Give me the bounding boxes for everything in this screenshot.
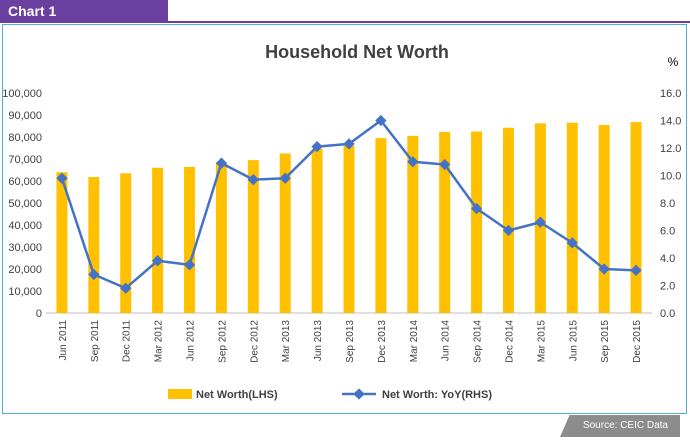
point-net-worth-yoy bbox=[630, 264, 642, 277]
x-tick-label: Sep 2014 bbox=[473, 320, 484, 363]
point-net-worth-yoy bbox=[311, 140, 323, 153]
legend-label-bars: Net Worth(LHS) bbox=[196, 389, 278, 401]
point-net-worth-yoy bbox=[534, 216, 547, 228]
bar-net-worth bbox=[375, 138, 387, 313]
x-tick-label: Dec 2015 bbox=[632, 320, 643, 363]
bars-layer bbox=[56, 122, 642, 314]
x-tick-label: Sep 2015 bbox=[600, 320, 611, 363]
point-net-worth-yoy bbox=[566, 237, 578, 249]
legend-label-line: Net Worth: YoY(RHS) bbox=[382, 389, 492, 401]
left-tick-label: 80,000 bbox=[8, 132, 42, 144]
bar-net-worth bbox=[502, 127, 514, 313]
point-net-worth-yoy bbox=[502, 224, 515, 237]
point-net-worth-yoy bbox=[439, 158, 451, 171]
x-tick-label: Dec 2012 bbox=[249, 320, 260, 363]
left-tick-label: 20,000 bbox=[8, 264, 42, 276]
point-net-worth-yoy bbox=[56, 172, 68, 184]
legend: Net Worth(LHS) Net Worth: YoY(RHS) bbox=[168, 388, 492, 401]
chart-tag: Chart 1 bbox=[0, 0, 168, 22]
right-tick-label: 6.0 bbox=[660, 226, 675, 238]
bar-net-worth bbox=[439, 131, 451, 313]
x-tick-label: Sep 2013 bbox=[345, 320, 356, 363]
x-tick-label: Jun 2014 bbox=[441, 320, 452, 362]
right-tick-label: 8.0 bbox=[660, 198, 675, 210]
x-tick-label: Jun 2011 bbox=[58, 320, 69, 361]
right-tick-label: 4.0 bbox=[660, 253, 675, 265]
bar-net-worth bbox=[184, 166, 196, 313]
bar-net-worth bbox=[630, 122, 642, 313]
point-net-worth-yoy bbox=[407, 156, 419, 168]
point-net-worth-yoy bbox=[215, 157, 228, 169]
right-axis-label: % bbox=[668, 55, 679, 69]
chart-frame bbox=[2, 24, 687, 414]
x-tick-label: Dec 2011 bbox=[122, 320, 133, 363]
right-tick-label: 14.0 bbox=[660, 116, 681, 128]
source-note: Source: CEIC Data bbox=[560, 415, 680, 437]
right-tick-label: 2.0 bbox=[660, 281, 675, 293]
bar-net-worth bbox=[215, 162, 227, 313]
point-net-worth-yoy bbox=[279, 172, 291, 184]
left-tick-label: 10,000 bbox=[8, 286, 42, 298]
x-tick-label: Sep 2012 bbox=[217, 320, 228, 363]
bar-net-worth bbox=[343, 145, 355, 313]
left-tick-label: 60,000 bbox=[8, 176, 42, 188]
left-tick-label: 40,000 bbox=[8, 220, 42, 232]
x-tick-label: Mar 2012 bbox=[154, 320, 165, 363]
left-tick-label: 50,000 bbox=[8, 198, 42, 210]
x-tick-label: Dec 2013 bbox=[377, 320, 388, 363]
point-net-worth-yoy bbox=[598, 263, 610, 275]
point-net-worth-yoy bbox=[183, 259, 196, 271]
left-tick-label: 0 bbox=[36, 308, 42, 320]
right-tick-label: 10.0 bbox=[660, 171, 681, 183]
axes-layer: 0 10,000 20,000 30,000 40,000 50,000 60,000 70,… bbox=[2, 88, 681, 363]
bar-net-worth bbox=[471, 131, 483, 313]
bar-net-worth bbox=[598, 124, 610, 314]
left-tick-label: 100,000 bbox=[2, 88, 42, 100]
right-tick-label: 0.0 bbox=[660, 308, 675, 320]
left-tick-label: 30,000 bbox=[8, 242, 42, 254]
x-tick-label: Jun 2012 bbox=[186, 320, 197, 362]
point-net-worth-yoy bbox=[247, 173, 259, 186]
bar-net-worth bbox=[152, 167, 164, 313]
x-tick-label: Mar 2015 bbox=[536, 320, 547, 363]
bar-net-worth bbox=[311, 149, 323, 313]
bar-net-worth bbox=[247, 160, 259, 313]
bar-net-worth bbox=[279, 153, 291, 313]
x-tick-label: Sep 2011 bbox=[90, 320, 101, 363]
legend-swatch-bars bbox=[168, 389, 192, 399]
bar-net-worth bbox=[120, 173, 132, 313]
x-tick-label: Jun 2015 bbox=[568, 320, 579, 362]
bar-net-worth bbox=[566, 122, 578, 313]
chart-title: Household Net Worth bbox=[265, 42, 449, 62]
right-tick-label: 12.0 bbox=[660, 143, 681, 155]
x-tick-label: Jun 2013 bbox=[313, 320, 324, 362]
tag-underline bbox=[0, 21, 690, 23]
left-tick-label: 70,000 bbox=[8, 154, 42, 166]
bar-net-worth bbox=[88, 177, 100, 313]
x-tick-label: Mar 2014 bbox=[409, 320, 420, 363]
point-net-worth-yoy bbox=[151, 255, 164, 267]
bar-net-worth bbox=[407, 135, 419, 313]
x-tick-label: Mar 2013 bbox=[281, 320, 292, 363]
legend-swatch-marker bbox=[353, 388, 365, 400]
left-tick-label: 90,000 bbox=[8, 110, 42, 122]
right-tick-label: 16.0 bbox=[660, 88, 681, 100]
x-tick-label: Dec 2014 bbox=[504, 320, 515, 363]
bar-net-worth bbox=[56, 172, 68, 313]
point-net-worth-yoy bbox=[343, 138, 355, 150]
point-net-worth-yoy bbox=[470, 202, 483, 215]
